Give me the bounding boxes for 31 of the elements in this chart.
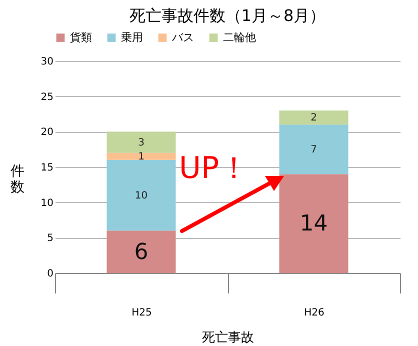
y-tick-label: 30 — [40, 56, 54, 68]
y-tick-label: 5 — [47, 233, 54, 244]
bar — [106, 132, 176, 153]
y-tick-label: 0 — [47, 268, 54, 280]
y-tick-label: 15 — [40, 162, 54, 174]
bar — [279, 124, 348, 174]
data-label: 7 — [310, 144, 317, 156]
y-tick-label: 10 — [40, 198, 54, 209]
data-label: 1 — [138, 151, 144, 162]
annotation: UP！ — [179, 151, 250, 186]
bar — [279, 174, 348, 273]
bar — [279, 110, 348, 125]
bar — [106, 230, 176, 273]
y-axis-title: 件数 — [10, 164, 24, 196]
chart-title: 死亡事故件数（1月～8月） — [129, 6, 326, 25]
legend-label: 二輪他 — [223, 30, 256, 44]
x-tick-label: H25 — [132, 308, 152, 318]
bar — [106, 160, 176, 231]
data-label: 10 — [134, 190, 148, 202]
data-label: 14 — [300, 212, 328, 237]
data-label: 3 — [138, 137, 144, 148]
y-tick-label: 20 — [40, 127, 54, 138]
legend-label: バス — [171, 30, 194, 44]
bar — [106, 152, 176, 160]
legend-label: 乗用 — [121, 30, 143, 44]
y-tick-label: 25 — [40, 92, 54, 103]
data-label: 2 — [310, 112, 317, 124]
data-label: 6 — [134, 240, 148, 265]
x-tick-label: H26 — [304, 308, 324, 318]
legend-label: 貨類 — [70, 30, 92, 44]
x-axis-title: 死亡事故 — [202, 330, 254, 346]
